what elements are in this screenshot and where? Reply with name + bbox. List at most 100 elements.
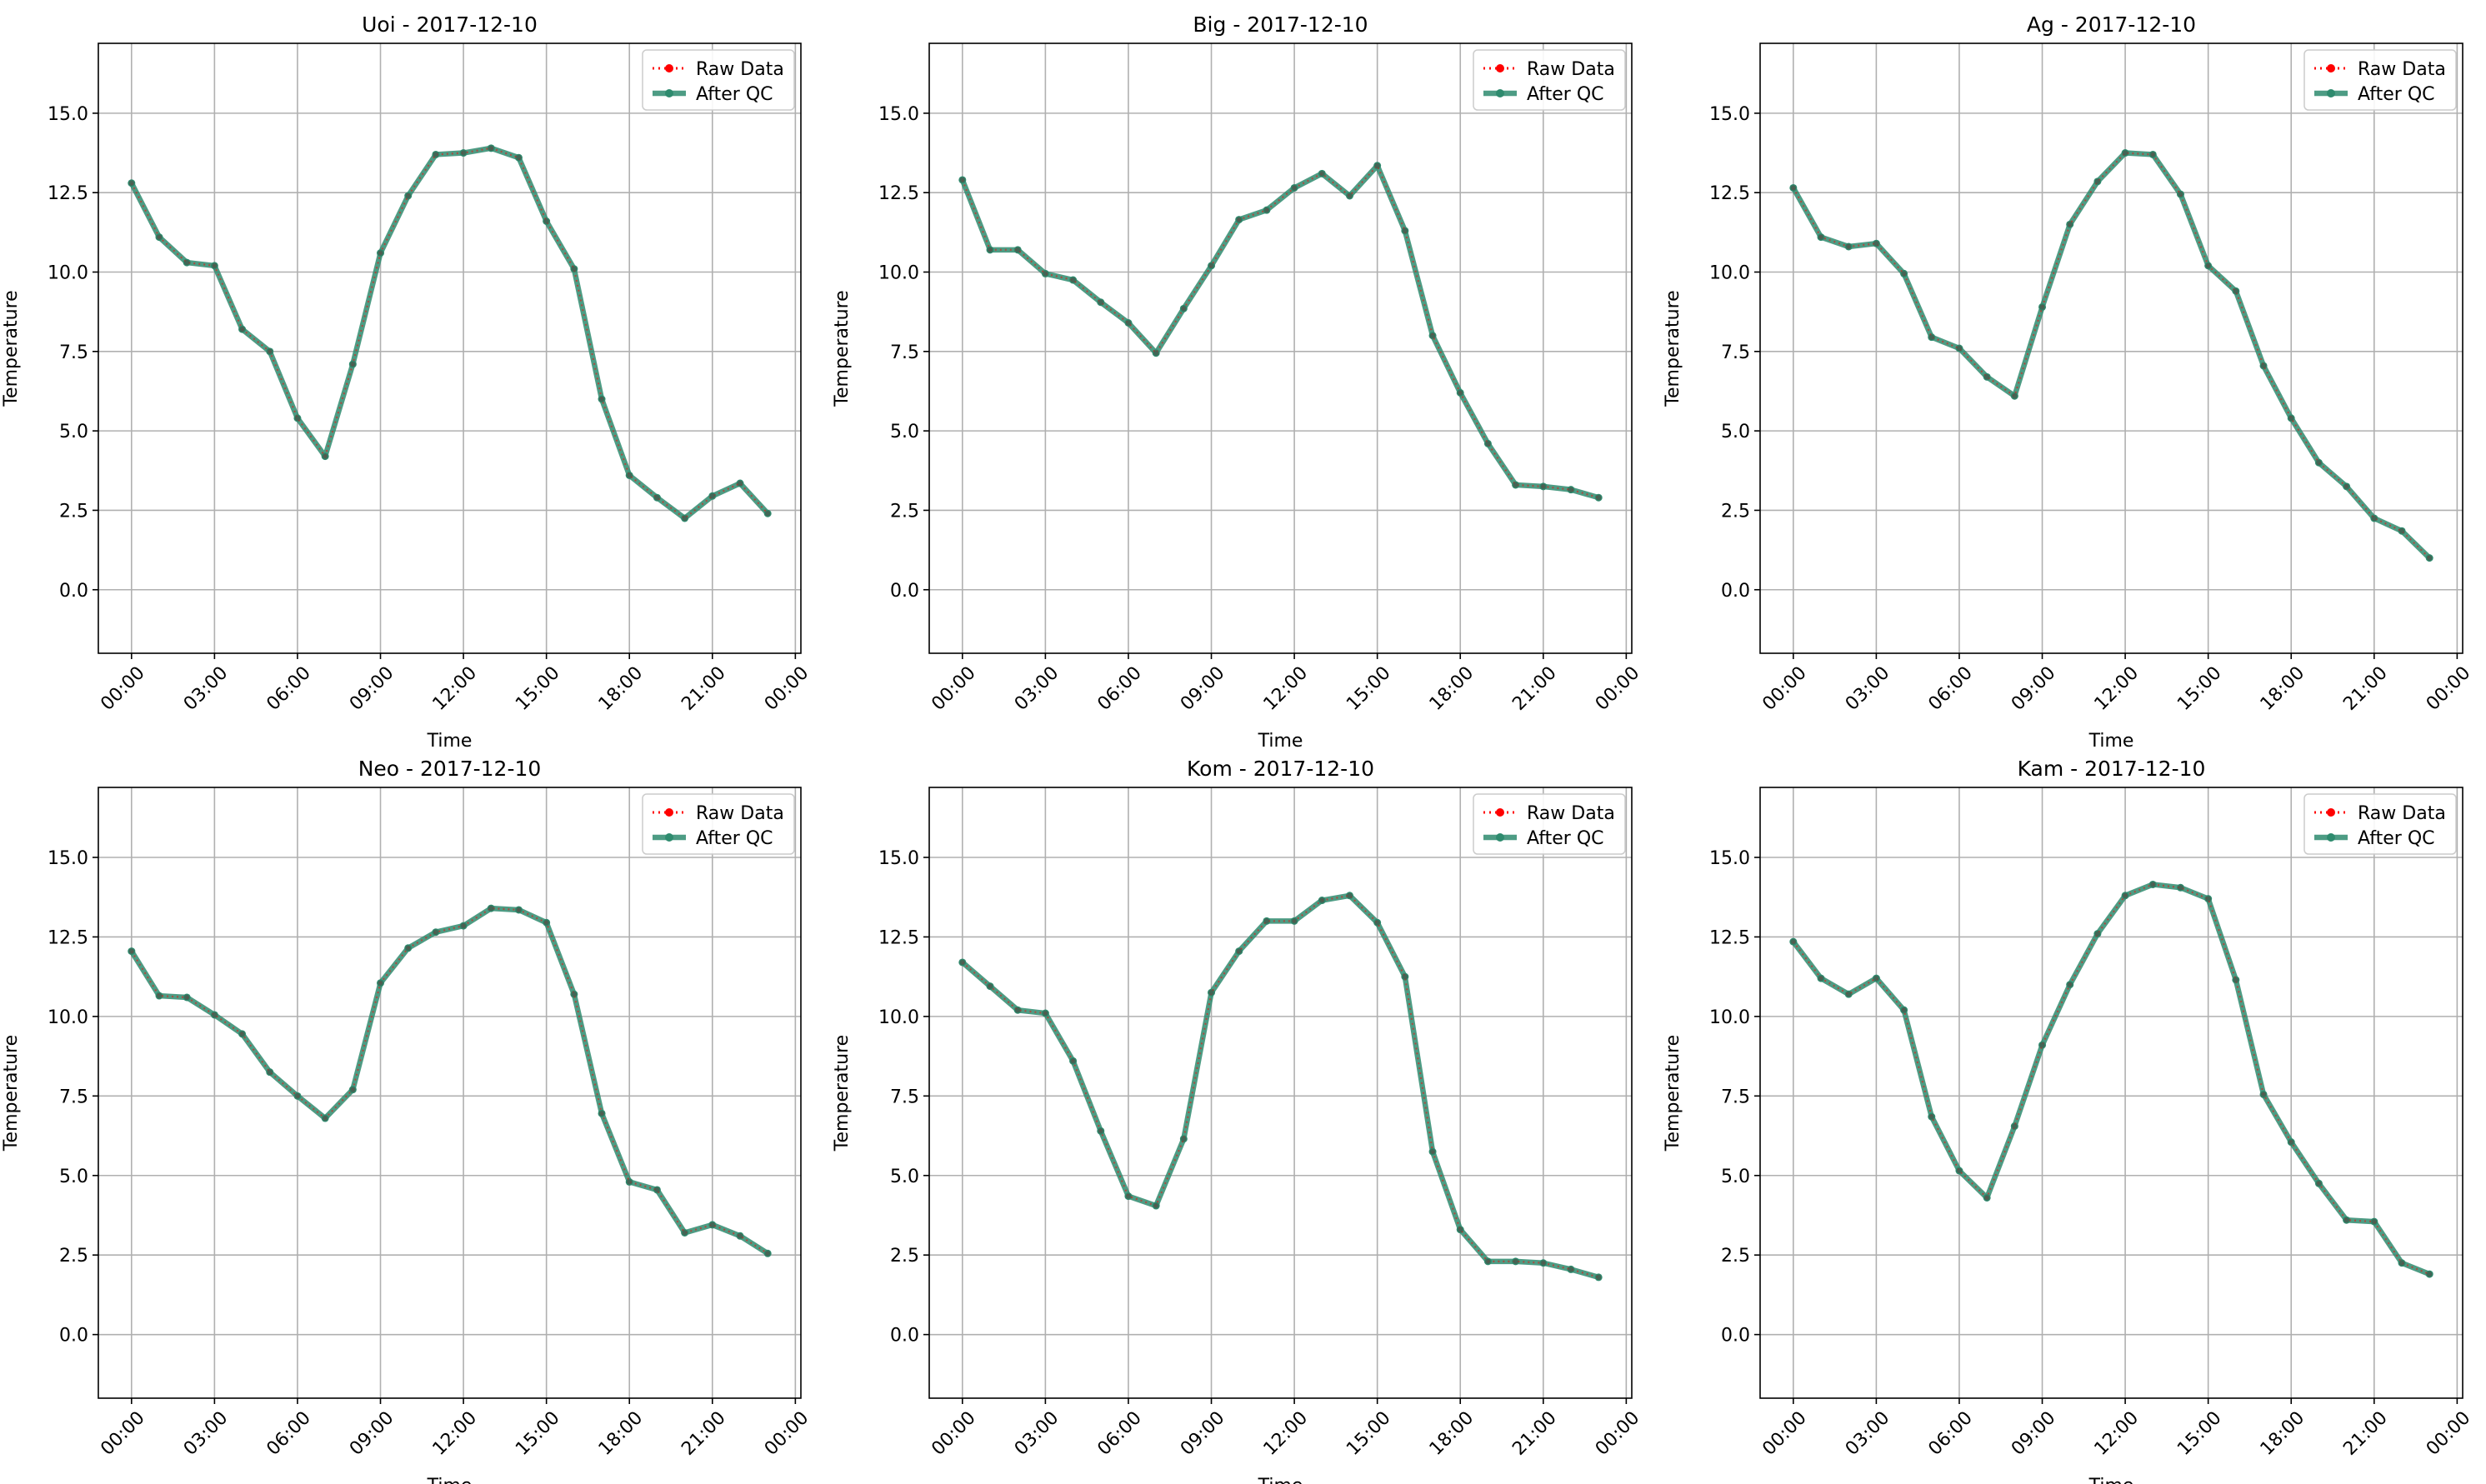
y-tick-label: 15.0 (48, 848, 88, 869)
series-line-raw-data (130, 907, 768, 1255)
point-raw-data (267, 1069, 273, 1075)
point-raw-data (1347, 892, 1353, 899)
x-tick-label: 12:00 (429, 1407, 482, 1460)
series-line-raw-data (1792, 152, 2430, 559)
x-tick-label: 21:00 (678, 662, 730, 715)
point-raw-data (2094, 178, 2101, 185)
y-tick-label: 2.5 (1721, 501, 1750, 522)
point-raw-data (1595, 494, 1602, 501)
x-tick-label: 00:00 (97, 662, 149, 715)
y-axis-label: Temperature (832, 1035, 853, 1152)
y-tick-label: 0.0 (890, 1326, 919, 1347)
point-raw-data (2067, 982, 2073, 987)
x-tick-label: 21:00 (2339, 662, 2392, 715)
point-raw-data (1901, 1007, 1907, 1013)
point-raw-data (2233, 977, 2239, 983)
point-raw-data (2371, 515, 2377, 522)
y-tick-label: 12.5 (1709, 927, 1750, 948)
x-tick-label: 06:00 (1924, 1407, 1977, 1460)
point-raw-data (1568, 1267, 1574, 1272)
y-tick-label: 12.5 (48, 183, 88, 204)
point-raw-data (350, 361, 356, 367)
point-raw-data (1263, 918, 1270, 924)
point-raw-data (294, 1093, 301, 1099)
point-raw-data (1818, 234, 1824, 240)
legend-label-raw-data: Raw Data (1527, 59, 1615, 80)
y-tick-label: 5.0 (59, 422, 88, 442)
x-tick-label: 12:00 (1260, 662, 1313, 715)
point-raw-data (598, 396, 605, 402)
point-raw-data (1070, 1058, 1076, 1064)
point-raw-data (682, 1230, 688, 1236)
y-tick-label: 5.0 (890, 422, 919, 442)
series-line-after-qc (960, 892, 1600, 1281)
point-raw-data (2178, 885, 2183, 891)
point-raw-data (1070, 277, 1076, 283)
y-tick-label: 7.5 (1721, 1087, 1750, 1107)
point-raw-data (1540, 1260, 1546, 1266)
x-tick-label: 15:00 (1343, 1407, 1395, 1460)
point-raw-data (1402, 973, 1408, 980)
legend-marker-raw-data (2327, 64, 2335, 72)
chart-title: Neo - 2017-12-10 (358, 757, 542, 781)
x-tick-label: 12:00 (1260, 1407, 1313, 1460)
axes-frame (1759, 42, 2463, 654)
point-raw-data (488, 145, 494, 152)
x-tick-label: 09:00 (2008, 1407, 2060, 1460)
y-tick-label: 15.0 (1709, 848, 1750, 869)
point-raw-data (516, 907, 522, 913)
series-line-raw-data (1792, 883, 2430, 1276)
point-raw-data (1208, 262, 1214, 269)
y-tick-label: 10.0 (1709, 263, 1750, 284)
y-tick-label: 5.0 (890, 1167, 919, 1187)
x-tick-label: 15:00 (2173, 1407, 2226, 1460)
point-raw-data (1901, 271, 1907, 277)
x-axis-label: Time (1258, 1476, 1303, 1484)
legend: Raw Data After QC (1473, 793, 1626, 855)
point-raw-data (267, 348, 273, 355)
x-tick-label: 00:00 (1592, 662, 1644, 715)
point-raw-data (2205, 262, 2211, 269)
point-raw-data (1319, 171, 1325, 177)
point-raw-data (571, 266, 578, 272)
subplot-1: 0.0 2.5 5.0 7.5 10.0 12.5 15.0 00:00 03:00 06:00 0… (832, 12, 1643, 752)
x-tick-label: 09:00 (346, 662, 398, 715)
point-raw-data (543, 920, 549, 926)
x-tick-label: 00:00 (1758, 1407, 1811, 1460)
point-raw-data (2178, 191, 2183, 197)
point-raw-data (1291, 185, 1298, 191)
point-raw-data (433, 929, 439, 935)
point-raw-data (1458, 390, 1463, 396)
point-raw-data (2260, 362, 2267, 369)
x-tick-label: 21:00 (1508, 662, 1561, 715)
point-raw-data (543, 218, 549, 224)
legend-marker-after-qc (665, 89, 673, 97)
point-raw-data (987, 983, 993, 989)
legend-marker-raw-data (1496, 64, 1504, 72)
point-raw-data (1015, 1007, 1021, 1013)
point-raw-data (156, 234, 163, 240)
y-tick-label: 12.5 (48, 927, 88, 948)
legend-marker-raw-data (2327, 808, 2335, 817)
point-raw-data (1347, 192, 1353, 199)
point-raw-data (1263, 207, 1270, 213)
point-raw-data (2233, 288, 2239, 294)
axes-frame (928, 787, 1633, 1399)
axes-frame (98, 42, 802, 654)
point-raw-data (1873, 975, 1879, 982)
series-line-raw-data (962, 894, 1599, 1278)
point-raw-data (239, 326, 245, 332)
point-raw-data (2012, 1123, 2018, 1129)
point-raw-data (239, 1031, 245, 1037)
x-tick-label: 00:00 (2423, 662, 2475, 715)
y-tick-label: 2.5 (59, 1246, 88, 1267)
x-axis-label: Time (1258, 731, 1303, 752)
point-raw-data (1485, 1258, 1491, 1265)
point-raw-data (2012, 392, 2018, 399)
point-raw-data (1790, 185, 1797, 191)
subplot-4: 0.0 2.5 5.0 7.5 10.0 12.5 15.0 00:00 03:00 06:00 0… (832, 757, 1643, 1484)
point-raw-data (2288, 415, 2294, 422)
point-raw-data (2426, 1271, 2433, 1277)
point-raw-data (682, 515, 688, 522)
point-raw-data (987, 247, 993, 253)
